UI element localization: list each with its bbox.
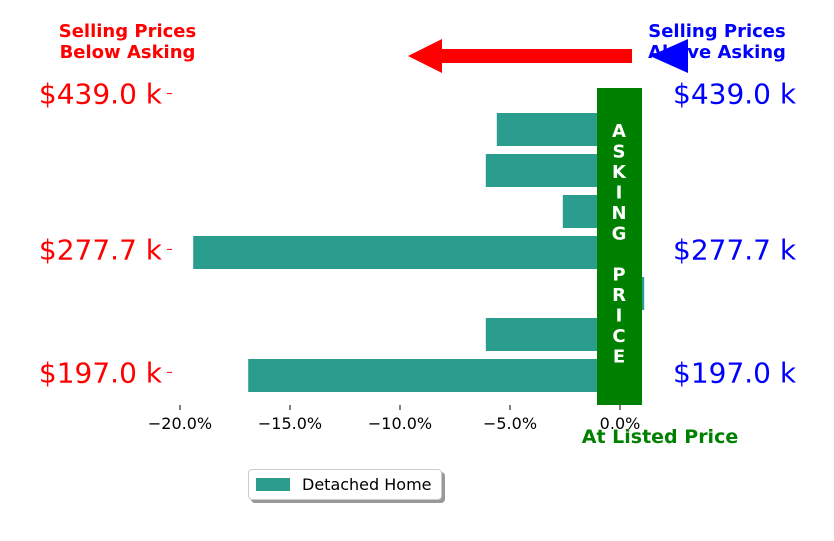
y-tick-label-right: $439.0 k <box>673 78 797 111</box>
header-above-line2: Above Asking <box>648 42 786 63</box>
header-above-line1: Selling Prices <box>648 21 786 42</box>
below-asking-arrow <box>408 39 632 73</box>
y-tick-label-left: $277.7 k <box>39 233 163 266</box>
legend-swatch <box>256 478 290 491</box>
bar-6 <box>248 359 620 392</box>
legend[interactable]: Detached Home <box>248 469 442 500</box>
y-tick-label-right: $277.7 k <box>673 233 797 266</box>
x-tick-label: 0.0% <box>600 414 641 433</box>
x-tick-label: −5.0% <box>483 414 537 433</box>
above-asking-arrow <box>650 39 688 73</box>
header-above-asking: Selling Prices Above Asking <box>628 21 806 63</box>
bar-3 <box>193 236 620 269</box>
y-tick-label-left: $197.0 k <box>39 356 163 389</box>
header-below-line1: Selling Prices <box>58 21 197 42</box>
header-below-line2: Below Asking <box>59 42 196 63</box>
x-tick-label: −15.0% <box>258 414 322 433</box>
y-tick-label-right: $197.0 k <box>673 356 797 389</box>
at-listed-price-label: At Listed Price <box>581 426 739 448</box>
y-tick-label-left: $439.0 k <box>39 78 163 111</box>
header-below-asking: Selling Prices Below Asking <box>40 21 215 63</box>
x-tick-label: −20.0% <box>148 414 212 433</box>
asking-price-band <box>597 88 642 405</box>
x-tick-label: −10.0% <box>368 414 432 433</box>
legend-label: Detached Home <box>302 475 432 494</box>
